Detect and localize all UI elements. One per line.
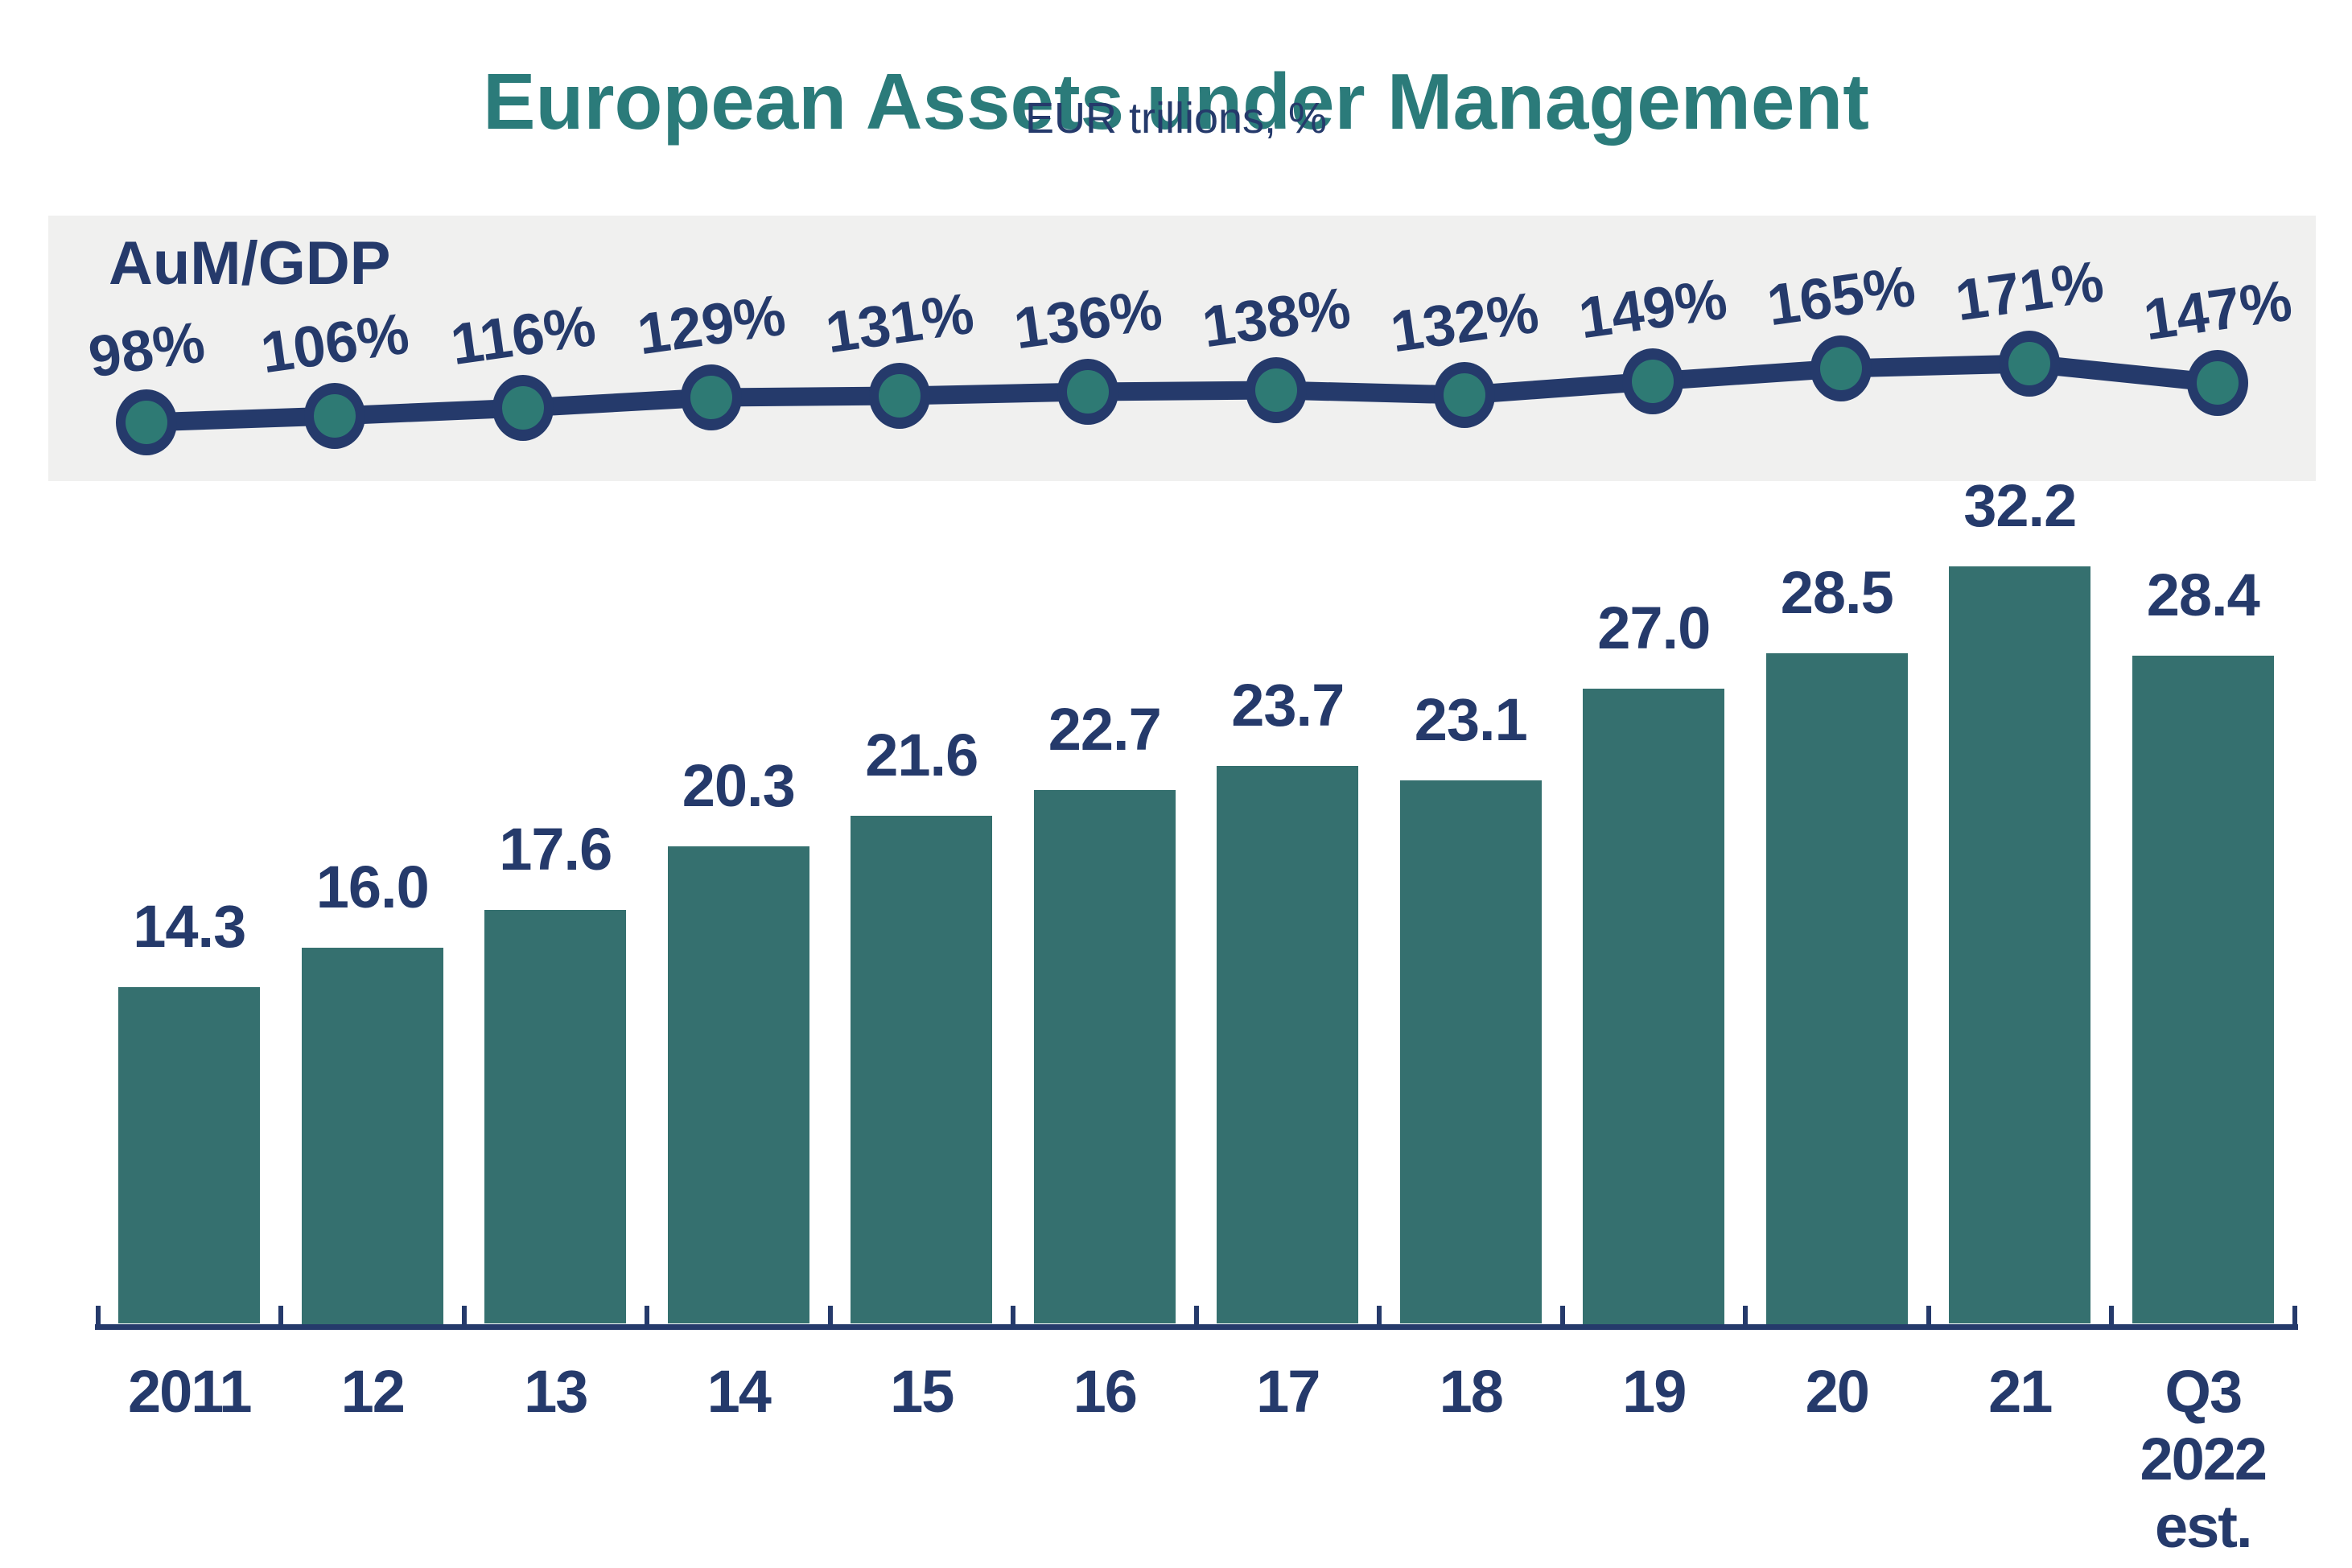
line-marker-core [1067,370,1109,414]
x-axis-line [94,1323,2298,1330]
page-subtitle: EUR trillions, % [1024,94,1328,142]
line-marker-core [2008,342,2050,385]
percent-label: 98% [84,310,208,389]
x-axis-tick [1377,1305,1382,1324]
bar-value-label: 17.6 [499,815,612,883]
line-marker-core [2197,361,2239,405]
x-axis-label: 12 [340,1358,406,1425]
x-axis-tick [827,1305,833,1324]
bar-value-label: 16.0 [315,853,430,920]
bar-17 [1217,766,1359,1324]
x-axis-tick [1559,1305,1565,1324]
bar-2011 [118,987,261,1324]
bar-14 [667,846,809,1324]
line-marker-core [1820,347,1862,390]
line-chart-svg: 98% 106% 116% 129% 131% 136% 138% 132% 149% 165% 1… [84,249,2296,455]
x-axis-label: Q3 [2165,1358,2243,1425]
bar-value-label: 23.7 [1231,672,1345,739]
x-axis-label: 21 [1988,1358,2053,1425]
line-marker-core [1444,373,1485,417]
percent-label: 106% [257,302,413,386]
x-axis-tick [461,1305,467,1324]
bar-21 [1949,566,2091,1324]
line-marker-core [314,394,356,438]
bar-13 [484,909,627,1324]
percent-label: 129% [634,283,789,368]
x-axis-label: 18 [1439,1358,1504,1425]
x-axis-label: 19 [1622,1358,1687,1425]
line-marker-core [1632,360,1674,403]
percent-label: 131% [822,282,978,366]
page-title: European Assets under Management [483,56,1869,146]
x-axis-label: est. [2154,1493,2253,1560]
x-axis-tick [278,1305,283,1324]
x-axis-label: 2022 [2140,1426,2268,1492]
bar-value-label: 28.5 [1780,558,1894,626]
percent-label: 132% [1387,281,1543,365]
line-marker-core [1255,368,1297,412]
x-axis-tick [2109,1305,2114,1324]
bar-19 [1583,688,1725,1324]
bar-value-label: 32.2 [1963,471,2077,539]
x-axis-tick [2292,1305,2297,1324]
percent-label: 165% [1764,254,1919,339]
aum-gdp-line [146,354,2219,432]
bar-18 [1399,780,1542,1324]
bar-value-label: 14.3 [133,893,246,961]
x-axis-label: 15 [890,1358,954,1425]
bar-q3-2022-est- [2132,655,2274,1324]
bar-20 [1765,652,1908,1324]
line-chart-band [48,216,2316,481]
bar-value-label: 23.1 [1414,685,1528,753]
bar-value-label: 21.6 [865,721,978,788]
percent-label: 138% [1199,276,1354,360]
x-axis-label: 14 [706,1358,772,1425]
bar-15 [851,815,993,1324]
x-axis-tick [95,1305,101,1324]
line-series-title: AuM/GDP [109,229,391,298]
x-axis-label: 17 [1256,1358,1320,1425]
line-marker-core [126,401,167,444]
x-axis-label: 13 [524,1358,588,1425]
percent-label: 149% [1576,267,1731,352]
x-axis-tick [1011,1305,1015,1324]
bar-value-label: 22.7 [1048,695,1162,763]
bar-value-label: 20.3 [682,751,796,819]
bar-16 [1033,789,1176,1324]
bar-value-label: 27.0 [1597,594,1711,661]
x-axis-tick [645,1305,649,1324]
x-axis-label: 2011 [127,1358,253,1425]
x-axis-tick [1926,1305,1931,1324]
x-axis-label: 20 [1805,1358,1870,1425]
line-marker-core [502,386,544,430]
bar-value-label: 28.4 [2146,561,2260,628]
percent-label: 116% [447,294,599,377]
line-marker-core [690,376,732,419]
x-axis-tick [1743,1305,1748,1324]
x-axis-tick [1193,1305,1199,1324]
percent-label: 147% [2140,269,2296,353]
percent-label: 171% [1952,249,2107,334]
percent-label: 136% [1011,278,1166,362]
line-marker-core [879,374,921,418]
bar-12 [301,947,443,1324]
x-axis-label: 16 [1073,1358,1138,1425]
